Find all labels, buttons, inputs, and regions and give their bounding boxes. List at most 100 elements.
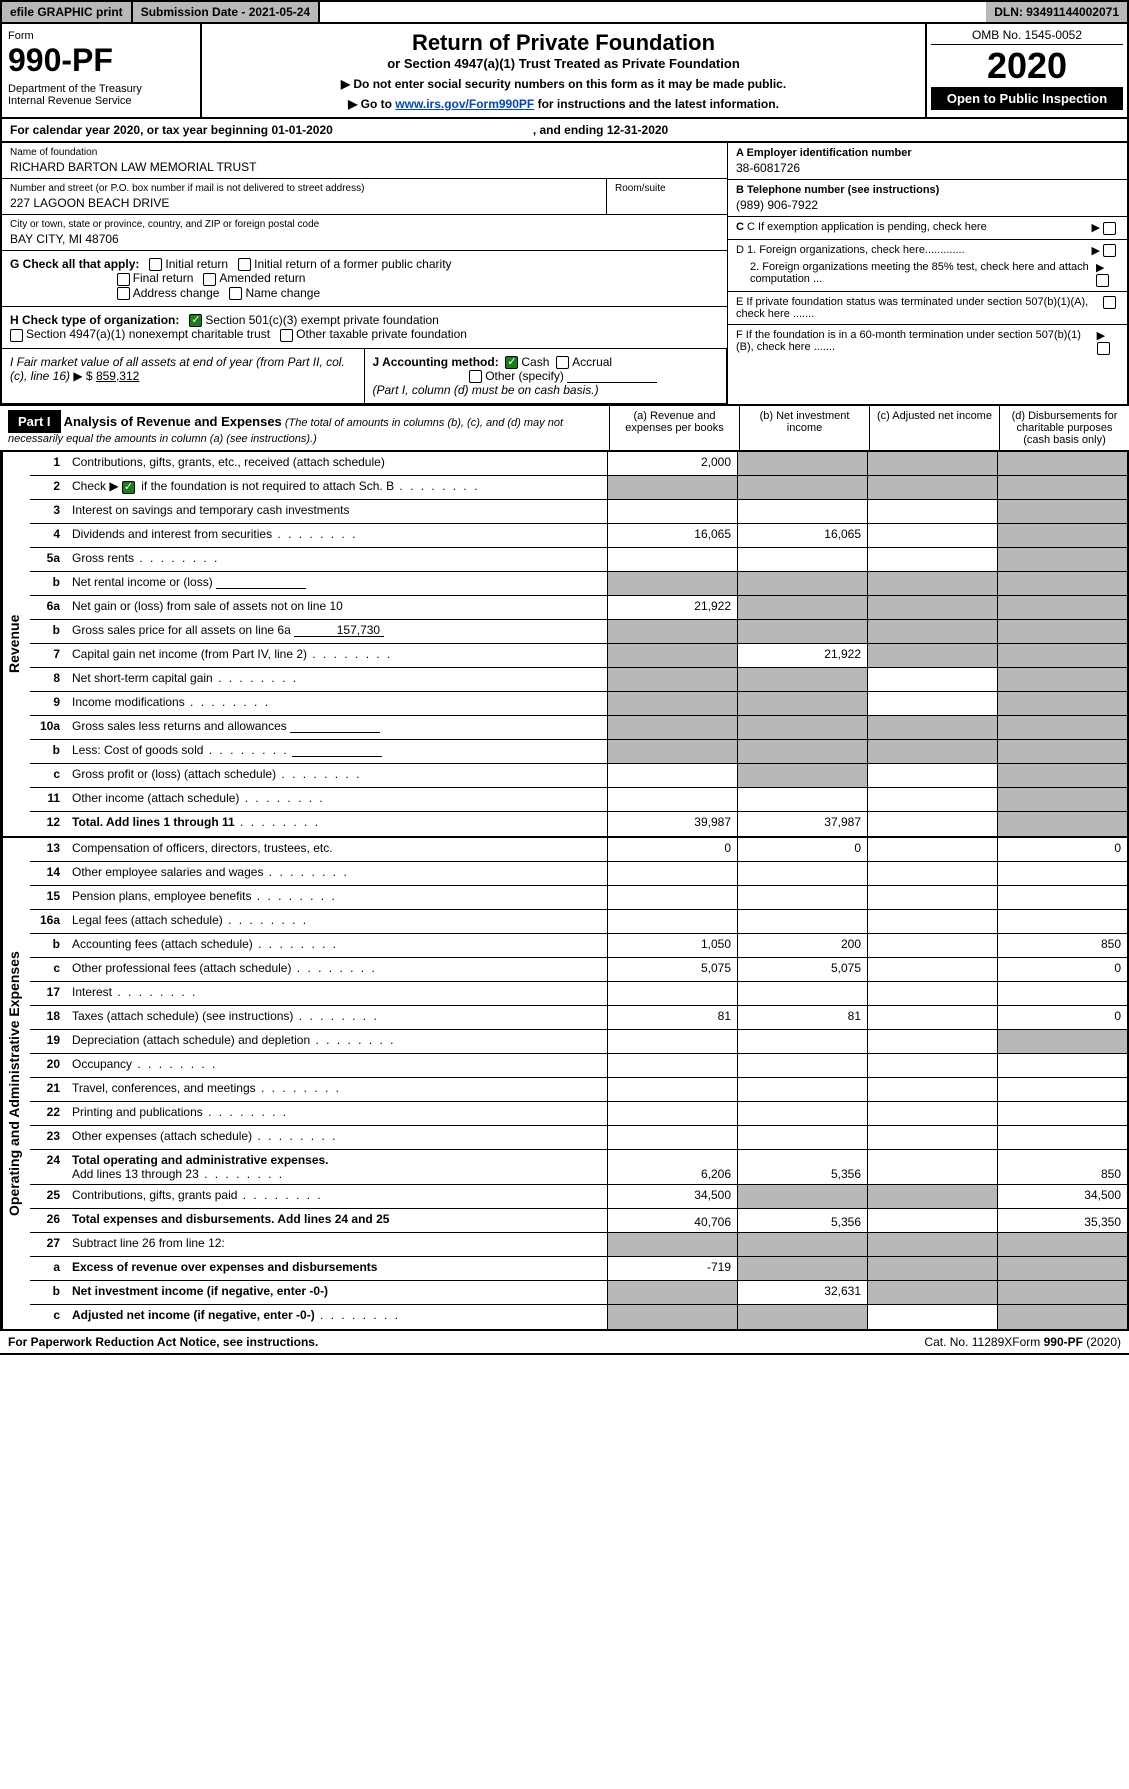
instr2-pre: ▶ Go to xyxy=(348,97,395,111)
g-address-change-checkbox[interactable] xyxy=(117,287,130,300)
row-16b: bAccounting fees (attach schedule)1,0502… xyxy=(30,934,1127,958)
g-opt-amended: Amended return xyxy=(219,271,305,285)
name-cell: Name of foundation RICHARD BARTON LAW ME… xyxy=(2,143,727,179)
expenses-section: Operating and Administrative Expenses 13… xyxy=(0,838,1129,1331)
row2-check[interactable] xyxy=(122,481,135,494)
instr-line-2: ▶ Go to www.irs.gov/Form990PF for instru… xyxy=(208,97,919,111)
room-cell: Room/suite xyxy=(607,179,727,215)
footer-cat-no: Cat. No. 11289X xyxy=(924,1335,1012,1349)
row-27b: bNet investment income (if negative, ent… xyxy=(30,1281,1127,1305)
section-g: G Check all that apply: Initial return I… xyxy=(2,251,727,307)
part1-header-row: Part I Analysis of Revenue and Expenses … xyxy=(0,404,1129,452)
g-opt-final: Final return xyxy=(133,271,194,285)
form-meta-box: OMB No. 1545-0052 2020 Open to Public In… xyxy=(927,24,1127,117)
g-name-change-checkbox[interactable] xyxy=(229,287,242,300)
col-d-head: (d) Disbursements for charitable purpose… xyxy=(999,406,1129,450)
revenue-section: Revenue 1Contributions, gifts, grants, e… xyxy=(0,452,1129,838)
j-label: J Accounting method: xyxy=(373,355,499,369)
g-opt-name: Name change xyxy=(245,286,320,300)
street-address: 227 LAGOON BEACH DRIVE xyxy=(10,196,598,210)
row-23: 23Other expenses (attach schedule) xyxy=(30,1126,1127,1150)
j-accrual-checkbox[interactable] xyxy=(556,356,569,369)
row-24: 24Total operating and administrative exp… xyxy=(30,1150,1127,1185)
row-27: 27Subtract line 26 from line 12: xyxy=(30,1233,1127,1257)
row-15: 15Pension plans, employee benefits xyxy=(30,886,1127,910)
e-cell: E If private foundation status was termi… xyxy=(728,292,1127,325)
room-label: Room/suite xyxy=(615,183,719,194)
row-16a: 16aLegal fees (attach schedule) xyxy=(30,910,1127,934)
g-final-return-checkbox[interactable] xyxy=(117,273,130,286)
c-label: C If exemption application is pending, c… xyxy=(747,221,987,233)
dept-treasury: Department of the Treasury Internal Reve… xyxy=(8,83,194,107)
phone-cell: B Telephone number (see instructions) (9… xyxy=(728,180,1127,217)
e-checkbox[interactable] xyxy=(1103,296,1116,309)
b-label: B Telephone number (see instructions) xyxy=(736,184,939,196)
revenue-side-label: Revenue xyxy=(2,452,30,836)
row-4: 4Dividends and interest from securities1… xyxy=(30,524,1127,548)
j-cash: Cash xyxy=(521,355,549,369)
row-10a: 10aGross sales less returns and allowanc… xyxy=(30,716,1127,740)
efile-print-button[interactable]: efile GRAPHIC print xyxy=(2,2,133,22)
omb-number: OMB No. 1545-0052 xyxy=(931,28,1123,45)
section-h: H Check type of organization: Section 50… xyxy=(2,307,727,349)
ein-cell: A Employer identification number 38-6081… xyxy=(728,143,1127,180)
row-8: 8Net short-term capital gain xyxy=(30,668,1127,692)
row-2: 2Check ▶ if the foundation is not requir… xyxy=(30,476,1127,500)
f-checkbox[interactable] xyxy=(1097,342,1110,355)
row-14: 14Other employee salaries and wages xyxy=(30,862,1127,886)
irs-form-link[interactable]: www.irs.gov/Form990PF xyxy=(395,97,534,111)
row-27c: cAdjusted net income (if negative, enter… xyxy=(30,1305,1127,1329)
h-opt-4947: Section 4947(a)(1) nonexempt charitable … xyxy=(26,327,270,341)
h-4947-checkbox[interactable] xyxy=(10,329,23,342)
g-opt-former: Initial return of a former public charit… xyxy=(254,257,451,271)
e-label: E If private foundation status was termi… xyxy=(736,296,1103,320)
j-other-checkbox[interactable] xyxy=(469,370,482,383)
tax-year: 2020 xyxy=(931,45,1123,87)
calendar-begin: For calendar year 2020, or tax year begi… xyxy=(10,123,333,137)
g-initial-return-checkbox[interactable] xyxy=(149,258,162,271)
row-11: 11Other income (attach schedule) xyxy=(30,788,1127,812)
g-initial-former-checkbox[interactable] xyxy=(238,258,251,271)
form-title: Return of Private Foundation xyxy=(208,30,919,56)
d2-checkbox[interactable] xyxy=(1096,274,1109,287)
part1-title: Analysis of Revenue and Expenses xyxy=(64,414,282,429)
h-opt-501c3: Section 501(c)(3) exempt private foundat… xyxy=(205,313,438,327)
part1-badge: Part I xyxy=(8,410,61,433)
section-ij: I Fair market value of all assets at end… xyxy=(2,349,727,405)
top-bar: efile GRAPHIC print Submission Date - 20… xyxy=(0,0,1129,24)
d1-label: D 1. Foreign organizations, check here..… xyxy=(736,244,965,256)
j-other: Other (specify) xyxy=(485,369,564,383)
city-state-zip: BAY CITY, MI 48706 xyxy=(10,232,719,246)
row-18: 18Taxes (attach schedule) (see instructi… xyxy=(30,1006,1127,1030)
h-other-checkbox[interactable] xyxy=(280,329,293,342)
row-19: 19Depreciation (attach schedule) and dep… xyxy=(30,1030,1127,1054)
dln-label: DLN: 93491144002071 xyxy=(986,2,1127,22)
calendar-year-row: For calendar year 2020, or tax year begi… xyxy=(0,119,1129,143)
j-other-specify-field[interactable] xyxy=(567,369,657,383)
row-27a: aExcess of revenue over expenses and dis… xyxy=(30,1257,1127,1281)
j-cash-checkbox[interactable] xyxy=(505,356,518,369)
d1-checkbox[interactable] xyxy=(1103,244,1116,257)
row-21: 21Travel, conferences, and meetings xyxy=(30,1078,1127,1102)
j-accrual: Accrual xyxy=(572,355,612,369)
row-5b: bNet rental income or (loss) xyxy=(30,572,1127,596)
col-b-head: (b) Net investment income xyxy=(739,406,869,450)
city-cell: City or town, state or province, country… xyxy=(2,215,727,251)
addr-label: Number and street (or P.O. box number if… xyxy=(10,183,598,194)
col-c-head: (c) Adjusted net income xyxy=(869,406,999,450)
row-16c: cOther professional fees (attach schedul… xyxy=(30,958,1127,982)
address-cell: Number and street (or P.O. box number if… xyxy=(2,179,607,215)
row-9: 9Income modifications xyxy=(30,692,1127,716)
row-3: 3Interest on savings and temporary cash … xyxy=(30,500,1127,524)
g-opt-initial: Initial return xyxy=(165,257,228,271)
c-checkbox[interactable] xyxy=(1103,222,1116,235)
h-501c3-checkbox[interactable] xyxy=(189,314,202,327)
foundation-name: RICHARD BARTON LAW MEMORIAL TRUST xyxy=(10,160,719,174)
page-footer: For Paperwork Reduction Act Notice, see … xyxy=(0,1331,1129,1355)
row-25: 25Contributions, gifts, grants paid34,50… xyxy=(30,1185,1127,1209)
open-public-badge: Open to Public Inspection xyxy=(931,87,1123,110)
h-label: H Check type of organization: xyxy=(10,313,179,327)
g-amended-checkbox[interactable] xyxy=(203,273,216,286)
row-5a: 5aGross rents xyxy=(30,548,1127,572)
f-label: F If the foundation is in a 60-month ter… xyxy=(736,329,1097,353)
